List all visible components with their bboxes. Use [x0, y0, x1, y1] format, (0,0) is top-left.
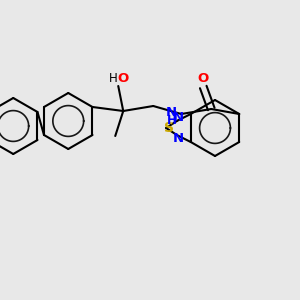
Text: N: N: [166, 106, 177, 118]
Text: H: H: [109, 71, 118, 85]
Text: N: N: [173, 132, 184, 145]
Text: O: O: [118, 71, 129, 85]
Text: N: N: [173, 111, 184, 124]
Text: S: S: [164, 121, 174, 135]
Text: O: O: [198, 73, 209, 85]
Text: H: H: [167, 113, 177, 127]
